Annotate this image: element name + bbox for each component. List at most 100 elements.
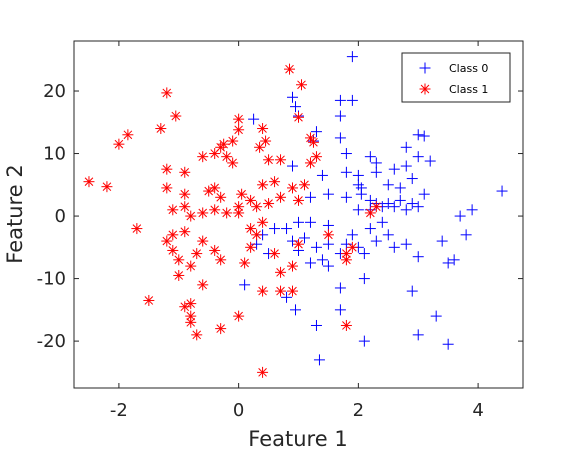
class-0-point xyxy=(310,241,322,253)
class-1-point xyxy=(83,176,95,188)
class-1-point xyxy=(197,207,209,219)
class-0-point xyxy=(376,216,388,228)
class-0-point xyxy=(251,238,263,250)
class-1-point xyxy=(101,181,113,193)
class-1-point xyxy=(293,194,304,206)
class-1-point xyxy=(209,244,221,256)
class-0-point xyxy=(430,310,442,322)
class-0-point xyxy=(358,248,370,260)
class-1-point xyxy=(257,216,269,228)
x-tick-label: 4 xyxy=(472,400,483,421)
class-1-point xyxy=(275,154,287,166)
class-1-point xyxy=(346,241,358,253)
class-0-point xyxy=(448,254,460,266)
class-0-point xyxy=(442,338,454,350)
class-1-point xyxy=(113,138,125,150)
class-1-point xyxy=(233,113,245,125)
class-0-point xyxy=(412,129,424,141)
class-0-point xyxy=(496,185,508,197)
class-0-point xyxy=(355,188,367,200)
class-1-point xyxy=(298,179,310,191)
class-1-point xyxy=(209,182,221,194)
class-0-point xyxy=(340,238,352,250)
class-0-point xyxy=(358,335,370,347)
class-1-point xyxy=(233,207,245,219)
class-1-point xyxy=(197,279,209,291)
y-tick-label: -10 xyxy=(37,269,66,290)
class-0-point xyxy=(382,179,394,191)
class-0-point xyxy=(388,163,400,175)
class-0-point xyxy=(352,204,364,216)
class-0-point xyxy=(340,148,352,160)
class-1-point xyxy=(173,269,185,281)
class-1-point xyxy=(245,241,257,253)
class-1-point xyxy=(155,123,167,135)
class-1-point xyxy=(295,79,307,91)
legend: Class 0 Class 1 xyxy=(401,52,511,103)
class-1-point xyxy=(275,191,287,203)
class-1-point xyxy=(257,285,269,297)
legend-marker-class-0 xyxy=(419,62,431,74)
class-1-point xyxy=(263,198,275,210)
class-0-point xyxy=(304,191,316,203)
y-tick-label: 10 xyxy=(43,144,66,165)
y-tick-label: 0 xyxy=(55,206,66,227)
class-0-point xyxy=(364,194,376,206)
class-1-point xyxy=(161,235,173,247)
y-axis-label: Feature 2 xyxy=(3,164,27,263)
class-0-point xyxy=(394,194,406,206)
class-1-point xyxy=(364,207,376,219)
class-0-point xyxy=(310,319,322,331)
class-1-point xyxy=(191,248,203,260)
class-0-point xyxy=(304,216,316,228)
class-0-point xyxy=(364,151,376,163)
class-1-point xyxy=(251,229,263,241)
class-0-point xyxy=(406,173,418,185)
class-0-point xyxy=(424,155,436,167)
class-0-point xyxy=(281,291,293,303)
class-0-point xyxy=(418,188,430,200)
class-1-point xyxy=(179,226,191,238)
legend-label-class-1: Class 1 xyxy=(449,83,488,96)
class-0-point xyxy=(394,182,406,194)
class-1-point xyxy=(122,129,134,141)
class-0-point xyxy=(313,354,325,366)
class-0-point xyxy=(293,216,304,228)
class-1-point xyxy=(179,301,191,313)
class-0-point xyxy=(322,188,334,200)
class-1-point xyxy=(245,223,257,235)
class-0-point xyxy=(400,238,412,250)
class-0-point xyxy=(310,126,322,138)
class-1-point xyxy=(167,204,179,216)
class-0-point xyxy=(412,251,424,263)
class-1-point xyxy=(203,185,215,197)
class-0-point xyxy=(322,219,334,231)
class-0-point xyxy=(346,51,358,63)
class-0-point xyxy=(304,257,316,269)
class-0-point xyxy=(290,304,302,316)
class-1-point xyxy=(263,154,275,166)
class-1-point xyxy=(293,111,304,123)
class-1-point xyxy=(269,176,281,188)
class-1-point xyxy=(236,188,248,200)
class-1-point xyxy=(167,244,179,256)
class-0-point xyxy=(334,110,346,122)
class-0-point xyxy=(370,157,382,169)
class-1-point xyxy=(257,366,269,378)
class-1-point xyxy=(179,201,191,213)
class-1-point xyxy=(304,132,316,144)
class-0-point xyxy=(334,304,346,316)
class-0-point xyxy=(400,204,412,216)
points-layer xyxy=(83,51,508,378)
class-0-point xyxy=(269,223,281,235)
x-tick-label: 0 xyxy=(233,400,244,421)
class-1-point xyxy=(215,191,227,203)
y-tick-label: -20 xyxy=(37,331,66,352)
class-1-point xyxy=(215,141,227,153)
class-1-point xyxy=(257,123,269,135)
class-0-point xyxy=(412,329,424,341)
class-0-point xyxy=(388,241,400,253)
legend-marker-class-1 xyxy=(419,83,431,95)
class-0-point xyxy=(334,282,346,294)
